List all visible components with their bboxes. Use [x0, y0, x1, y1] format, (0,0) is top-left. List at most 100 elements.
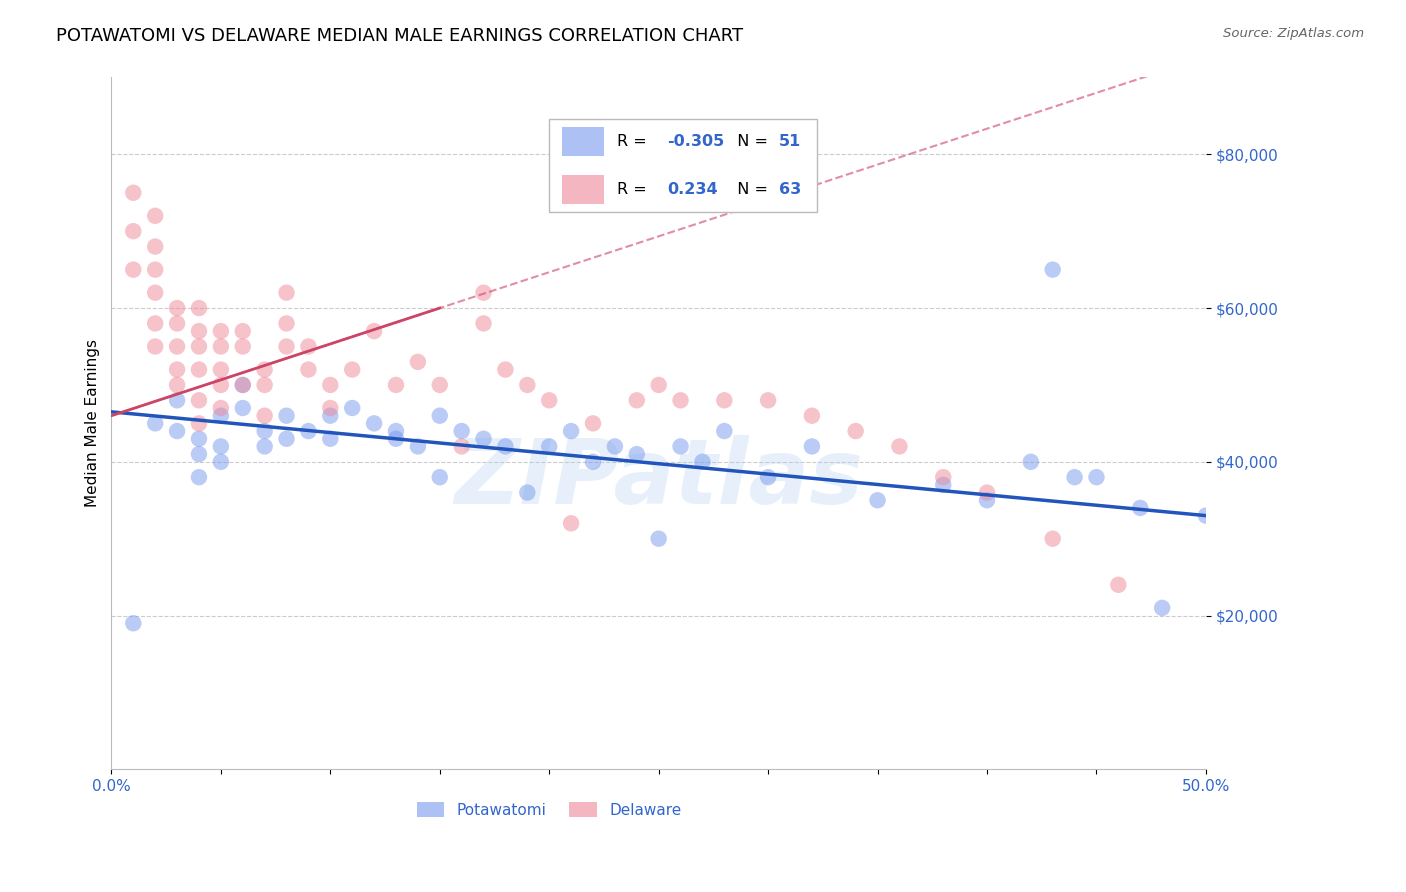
Point [319, 401, 342, 415]
Point [976, 493, 998, 508]
Point [319, 432, 342, 446]
Point [800, 439, 823, 453]
FancyBboxPatch shape [550, 119, 817, 212]
Point [122, 262, 145, 277]
Text: -0.305: -0.305 [668, 135, 724, 149]
Point [232, 324, 254, 338]
Point [538, 393, 561, 408]
Point [713, 393, 735, 408]
Point [472, 317, 495, 331]
Point [143, 239, 166, 253]
Point [472, 285, 495, 300]
Point [166, 317, 188, 331]
Point [209, 378, 232, 392]
Point [166, 362, 188, 376]
Point [560, 424, 582, 438]
Point [669, 439, 692, 453]
Point [342, 401, 364, 415]
Point [406, 355, 429, 369]
Point [1129, 500, 1152, 515]
Point [188, 324, 211, 338]
Point [603, 439, 626, 453]
Point [232, 378, 254, 392]
Point [253, 362, 276, 376]
Point [516, 485, 538, 500]
Point [166, 339, 188, 353]
Point [429, 409, 451, 423]
Legend: Potawatomi, Delaware: Potawatomi, Delaware [411, 796, 688, 824]
Point [889, 439, 911, 453]
FancyBboxPatch shape [562, 128, 605, 156]
Text: N =: N = [727, 182, 773, 197]
Point [538, 439, 561, 453]
Point [647, 378, 669, 392]
Point [188, 417, 211, 431]
Point [188, 362, 211, 376]
Y-axis label: Median Male Earnings: Median Male Earnings [86, 339, 100, 508]
Point [166, 301, 188, 315]
Point [143, 339, 166, 353]
Point [450, 439, 472, 453]
Point [429, 470, 451, 484]
Point [253, 439, 276, 453]
Point [582, 417, 605, 431]
Point [276, 409, 298, 423]
Point [188, 470, 211, 484]
Point [209, 409, 232, 423]
Point [385, 378, 408, 392]
Point [692, 455, 714, 469]
Point [122, 186, 145, 200]
Point [209, 401, 232, 415]
FancyBboxPatch shape [562, 175, 605, 204]
Point [932, 470, 955, 484]
Point [713, 424, 735, 438]
Point [385, 424, 408, 438]
Point [1107, 578, 1129, 592]
Point [188, 339, 211, 353]
Point [166, 424, 188, 438]
Point [1063, 470, 1085, 484]
Point [297, 424, 319, 438]
Text: 63: 63 [779, 182, 801, 197]
Point [297, 362, 319, 376]
Point [582, 455, 605, 469]
Point [253, 424, 276, 438]
Point [1042, 532, 1064, 546]
Text: R =: R = [617, 182, 657, 197]
Point [209, 339, 232, 353]
Text: 51: 51 [779, 135, 801, 149]
Text: ZIPatlas: ZIPatlas [454, 434, 863, 523]
Text: Source: ZipAtlas.com: Source: ZipAtlas.com [1223, 27, 1364, 40]
Point [1152, 600, 1174, 615]
Point [1085, 470, 1108, 484]
Point [209, 439, 232, 453]
Point [209, 324, 232, 338]
Point [866, 493, 889, 508]
Point [143, 209, 166, 223]
Point [363, 417, 385, 431]
Point [319, 409, 342, 423]
Point [429, 378, 451, 392]
Point [472, 432, 495, 446]
Point [166, 378, 188, 392]
Point [143, 285, 166, 300]
Point [1019, 455, 1042, 469]
Point [276, 285, 298, 300]
Point [253, 378, 276, 392]
Point [276, 432, 298, 446]
Point [188, 447, 211, 461]
Point [276, 317, 298, 331]
Point [276, 339, 298, 353]
Point [188, 301, 211, 315]
Point [494, 362, 516, 376]
Text: POTAWATOMI VS DELAWARE MEDIAN MALE EARNINGS CORRELATION CHART: POTAWATOMI VS DELAWARE MEDIAN MALE EARNI… [56, 27, 744, 45]
Text: 0.234: 0.234 [668, 182, 718, 197]
Point [143, 317, 166, 331]
Point [342, 362, 364, 376]
Point [626, 447, 648, 461]
Point [209, 362, 232, 376]
Point [647, 532, 669, 546]
Point [232, 401, 254, 415]
Point [1042, 262, 1064, 277]
Point [976, 485, 998, 500]
